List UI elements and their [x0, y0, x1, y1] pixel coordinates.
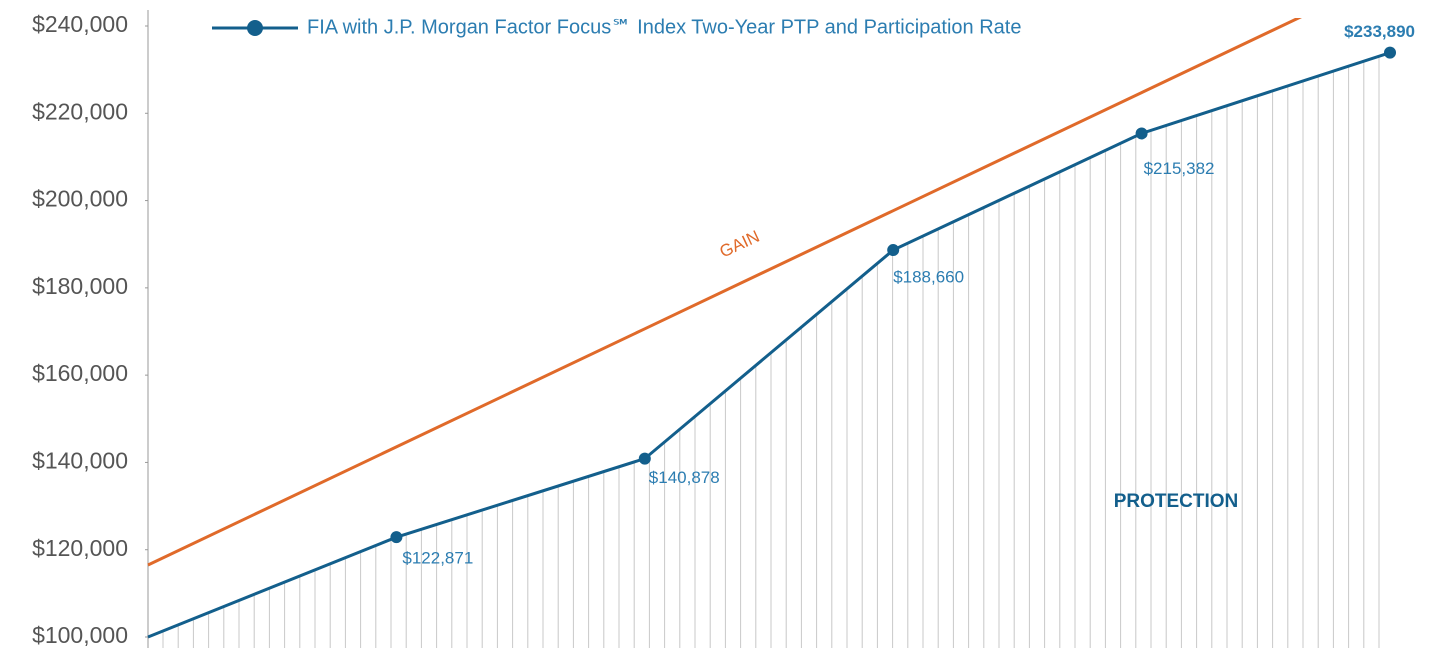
value-label: $140,878 — [649, 468, 720, 487]
protection-hatch — [162, 56, 1380, 648]
legend-marker — [247, 20, 263, 36]
value-label: $122,871 — [402, 549, 473, 568]
data-point — [1135, 127, 1148, 140]
data-point — [1384, 46, 1396, 59]
y-tick-label: $140,000 — [32, 448, 128, 474]
data-point — [638, 452, 651, 465]
data-point — [390, 531, 403, 544]
y-tick-label: $220,000 — [32, 98, 128, 124]
y-tick-label: $160,000 — [32, 360, 128, 386]
series-line — [147, 51, 1391, 639]
protection-label: PROTECTION — [1114, 491, 1239, 512]
legend-label: FIA with J.P. Morgan Factor Focus℠ Index… — [307, 16, 1021, 38]
value-label: $188,660 — [893, 268, 964, 287]
gain-line — [147, 18, 1303, 567]
y-tick-label: $180,000 — [32, 273, 128, 299]
data-point — [887, 244, 900, 257]
value-label: $215,382 — [1144, 159, 1215, 178]
y-tick-label: $240,000 — [32, 11, 128, 37]
y-tick-label: $100,000 — [32, 622, 128, 648]
y-tick-label: $120,000 — [32, 535, 128, 561]
y-tick-label: $200,000 — [32, 186, 128, 212]
gain-label: GAIN — [717, 227, 763, 262]
value-label: $233,890 — [1344, 22, 1415, 41]
